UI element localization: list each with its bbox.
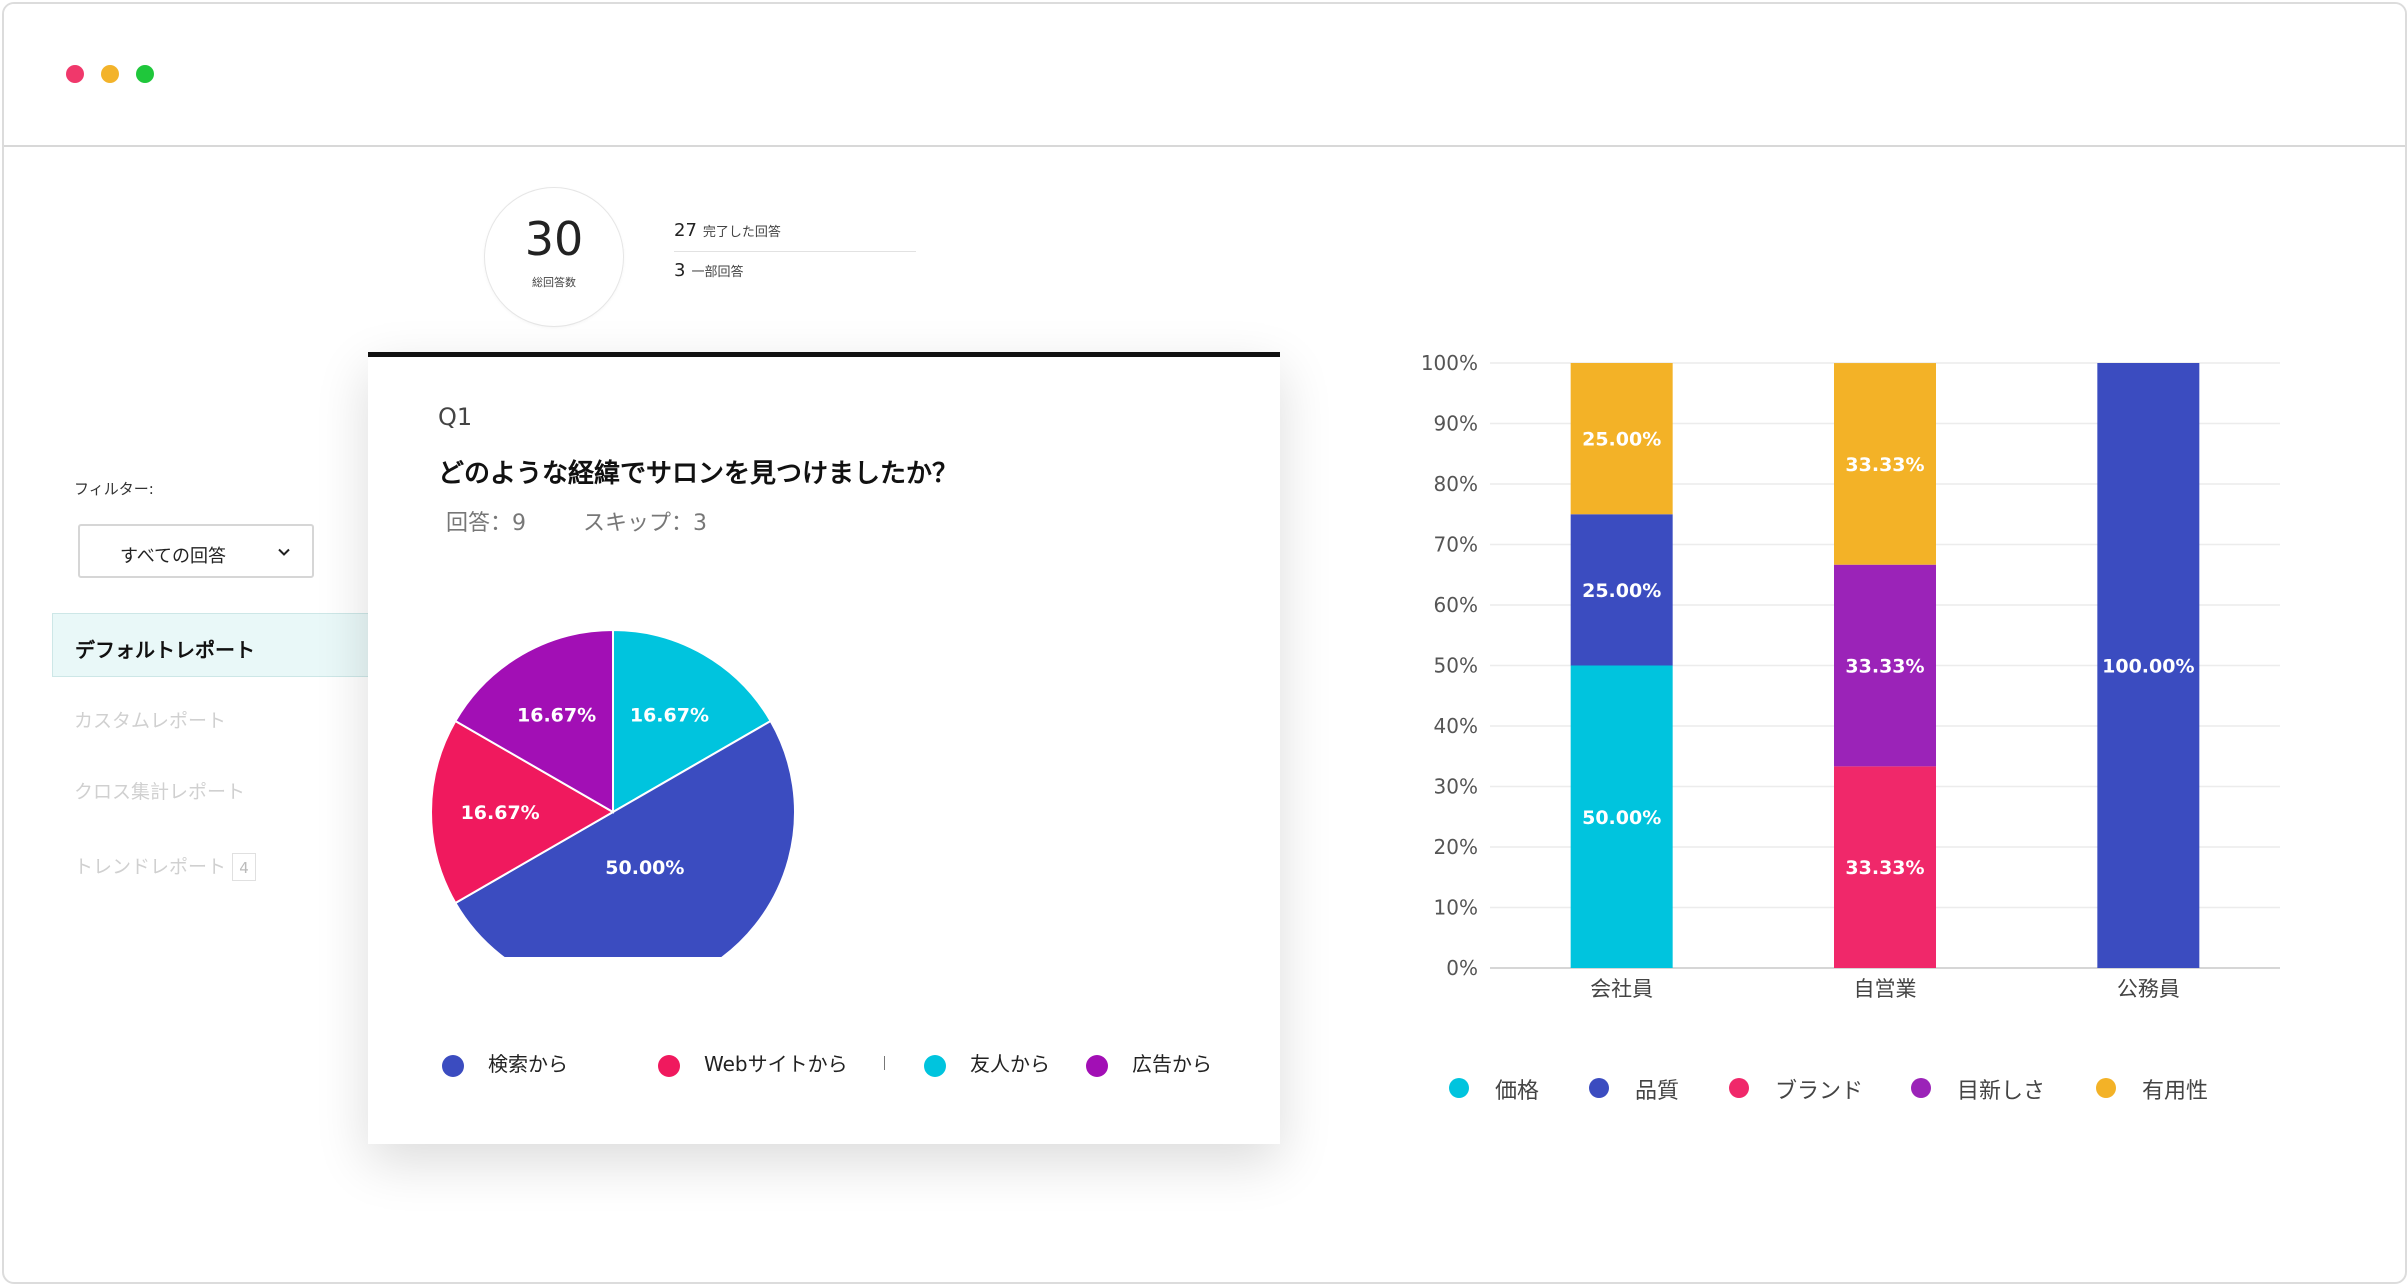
- legend-marker: [924, 1054, 946, 1077]
- filter-select[interactable]: すべての回答: [78, 524, 314, 578]
- legend-marker: [1086, 1054, 1108, 1077]
- pie-slice-label: 50.00%: [605, 857, 684, 879]
- nav-item-label: デフォルトレポート: [75, 638, 255, 662]
- pie-legend-item: 友人から: [924, 1048, 1050, 1077]
- completed-stat: 27 完了した回答: [674, 220, 781, 241]
- question-meta: 回答：9 スキップ：3: [446, 505, 757, 537]
- skip-count: スキップ：3: [583, 511, 707, 536]
- nav-item-cross-tab-report[interactable]: クロス集計レポート: [74, 781, 246, 803]
- pie-slice-label: 16.67%: [461, 802, 540, 824]
- pie-legend-item: 広告から: [1086, 1048, 1212, 1077]
- filter-select-value: すべての回答: [120, 546, 227, 567]
- question-card: Q1 どのような経緯でサロンを見つけましたか？ 回答：9 スキップ：3 16.6…: [368, 352, 1280, 1144]
- partial-count: 3: [674, 260, 686, 281]
- legend-marker: [442, 1054, 464, 1077]
- partial-label: 一部回答: [691, 265, 744, 280]
- stat-divider: [674, 251, 916, 252]
- pie-chart: 16.67% 50.00% 16.67% 16.67%: [430, 628, 796, 957]
- title-bar: [4, 4, 2405, 147]
- legend-label: 検索から: [488, 1052, 568, 1076]
- legend-label: 広告から: [1132, 1052, 1212, 1076]
- nav-item-custom-report[interactable]: カスタムレポート: [74, 710, 227, 732]
- question-title: どのような経緯でサロンを見つけましたか？: [438, 459, 959, 489]
- total-responses-circle: 30 総回答数: [484, 187, 624, 327]
- legend-separator: [884, 1056, 885, 1070]
- pie-slice-label: 16.67%: [630, 704, 709, 726]
- pie-slice: [612, 628, 772, 814]
- nav-item-default-report[interactable]: デフォルトレポート: [52, 613, 372, 677]
- completed-count: 27: [674, 220, 697, 241]
- legend-marker: [658, 1054, 680, 1077]
- pie-legend-item: 検索から: [442, 1048, 568, 1077]
- partial-stat: 3 一部回答: [674, 260, 743, 281]
- total-responses-label: 総回答数: [532, 276, 576, 289]
- nav-item-trend-report[interactable]: トレンドレポート: [74, 856, 227, 878]
- trend-report-badge: 4: [232, 853, 256, 881]
- pie-slice: [454, 628, 614, 814]
- legend-label: 友人から: [970, 1052, 1050, 1076]
- chevron-down-icon: [278, 548, 290, 556]
- maximize-window-button[interactable]: [136, 65, 154, 83]
- pie-slice-label: 16.67%: [517, 704, 596, 726]
- total-responses-count: 30: [524, 212, 584, 266]
- question-number: Q1: [438, 403, 473, 431]
- pie-slice: [454, 719, 796, 957]
- close-window-button[interactable]: [66, 65, 84, 83]
- pie-legend-item: Webサイトから: [658, 1048, 848, 1077]
- response-count: 回答：9: [446, 511, 526, 536]
- pie-slice: [430, 719, 615, 905]
- legend-label: Webサイトから: [704, 1052, 848, 1076]
- filter-label: フィルター:: [74, 480, 154, 498]
- minimize-window-button[interactable]: [101, 65, 119, 83]
- completed-label: 完了した回答: [702, 225, 781, 240]
